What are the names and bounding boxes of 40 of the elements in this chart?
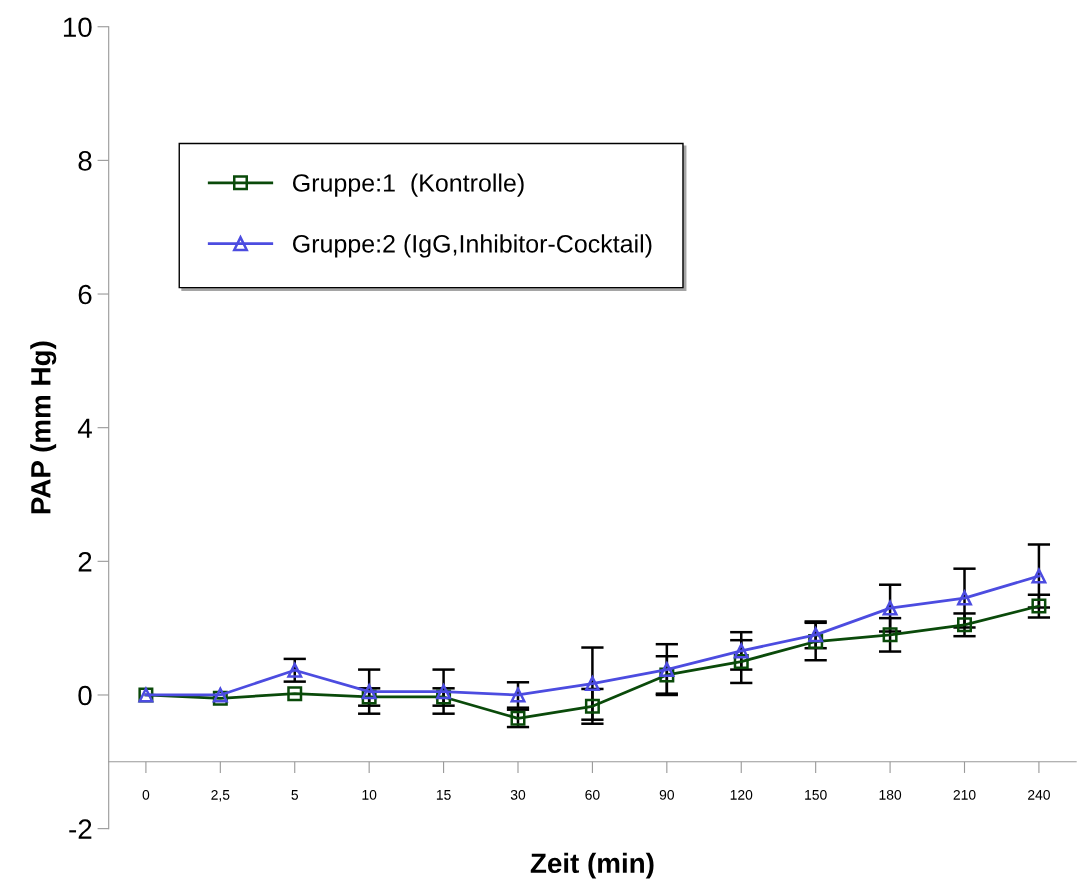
y-tick-label: 6 bbox=[78, 284, 92, 305]
point bbox=[882, 600, 898, 616]
x-tick-label: 0 bbox=[142, 789, 150, 800]
x-tick-label: 30 bbox=[510, 789, 526, 800]
x-tick-label: 60 bbox=[585, 789, 600, 800]
point bbox=[957, 617, 972, 633]
x-tick-label: 120 bbox=[730, 789, 753, 800]
point bbox=[510, 687, 526, 703]
point bbox=[808, 627, 824, 643]
x-tick-label: 210 bbox=[953, 789, 976, 800]
point bbox=[882, 627, 898, 643]
x-tick-label: 90 bbox=[659, 789, 675, 800]
x-tick-label: 180 bbox=[879, 789, 902, 800]
point bbox=[1031, 568, 1047, 584]
point bbox=[733, 643, 749, 659]
point bbox=[957, 590, 972, 606]
x-tick-label: 240 bbox=[1028, 789, 1050, 800]
x-tick-label: 10 bbox=[362, 789, 377, 800]
x-tick-label: 2,5 bbox=[211, 789, 230, 802]
point bbox=[287, 662, 303, 678]
point bbox=[584, 676, 600, 692]
y-tick-label: 4 bbox=[77, 418, 92, 438]
y-tick-label: 10 bbox=[63, 17, 92, 38]
y-tick-label: 8 bbox=[78, 151, 92, 171]
y-tick-label: 0 bbox=[78, 685, 92, 706]
x-tick-label: 150 bbox=[805, 789, 827, 800]
x-tick-label: 5 bbox=[291, 790, 299, 800]
point bbox=[287, 686, 303, 702]
legend-label: Gruppe:1 (Kontrolle) bbox=[293, 173, 524, 197]
x-axis-title: Zeit (min) bbox=[530, 852, 654, 879]
y-tick-label: -2 bbox=[69, 819, 92, 839]
x-tick-label: 15 bbox=[436, 790, 451, 800]
point bbox=[361, 684, 377, 700]
legend-label: Gruppe:2 (IgG,Inhibitor-Cocktail) bbox=[293, 234, 652, 258]
point bbox=[436, 684, 452, 700]
y-tick-label: 2 bbox=[78, 552, 92, 572]
point bbox=[659, 662, 675, 678]
point bbox=[584, 698, 600, 714]
y-axis-title: PAP (mm Hg) bbox=[30, 341, 57, 514]
point bbox=[1031, 598, 1047, 614]
